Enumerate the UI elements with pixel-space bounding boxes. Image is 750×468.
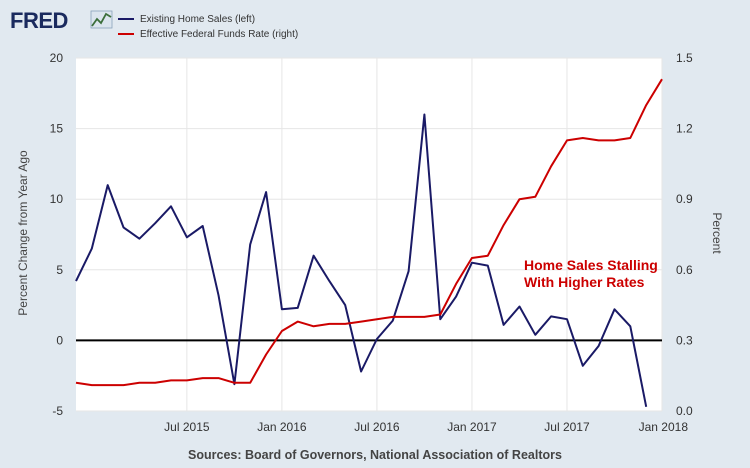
series-line-existing-home-sales <box>75 113 648 407</box>
x-axis-ticks: Jul 2015 Jan 2016 Jul 2016 Jan 2017 Jul 2017… <box>164 420 688 434</box>
series-group <box>75 78 663 407</box>
right-tick-label: 0.9 <box>676 192 693 206</box>
annotation-line-1: Home Sales Stalling <box>524 257 658 273</box>
right-tick-label: 1.2 <box>676 122 693 136</box>
left-tick-label: 10 <box>50 192 64 206</box>
right-tick-label: 0.3 <box>676 333 693 347</box>
left-tick-label: 20 <box>50 51 64 65</box>
left-tick-label: 5 <box>56 263 63 277</box>
legend-label-fed-funds-rate: Effective Federal Funds Rate (right) <box>140 29 298 40</box>
x-tick-label: Jan 2016 <box>257 420 307 434</box>
left-tick-label: 0 <box>56 333 63 347</box>
x-tick-label: Jul 2017 <box>544 420 590 434</box>
left-tick-label: 15 <box>50 122 64 136</box>
right-tick-label: 0.0 <box>676 404 693 418</box>
left-tick-label: -5 <box>52 404 63 418</box>
left-axis-ticks: -5 0 5 10 15 20 <box>50 51 64 418</box>
x-tick-label: Jan 2018 <box>639 420 689 434</box>
fred-logo-text: FRED <box>10 8 68 33</box>
series-line-fed-funds-rate <box>75 78 663 387</box>
right-axis-title: Percent <box>710 212 724 254</box>
source-note: Sources: Board of Governors, National As… <box>188 448 562 462</box>
left-axis-title: Percent Change from Year Ago <box>16 150 30 316</box>
plot-area <box>76 58 662 411</box>
fred-logo: FRED <box>10 8 113 33</box>
x-tick-label: Jul 2016 <box>354 420 400 434</box>
x-tick-label: Jan 2017 <box>447 420 497 434</box>
vertical-gridlines <box>186 58 663 411</box>
right-tick-label: 0.6 <box>676 263 693 277</box>
right-tick-label: 1.5 <box>676 51 693 65</box>
legend-label-existing-home-sales: Existing Home Sales (left) <box>140 14 255 25</box>
annotation: Home Sales Stalling With Higher Rates <box>524 257 658 290</box>
legend: Existing Home Sales (left) Effective Fed… <box>118 14 298 40</box>
annotation-line-2: With Higher Rates <box>524 274 645 290</box>
right-axis-ticks: 0.0 0.3 0.6 0.9 1.2 1.5 <box>676 51 693 418</box>
fred-logo-graph-icon <box>90 10 113 29</box>
x-tick-label: Jul 2015 <box>164 420 210 434</box>
